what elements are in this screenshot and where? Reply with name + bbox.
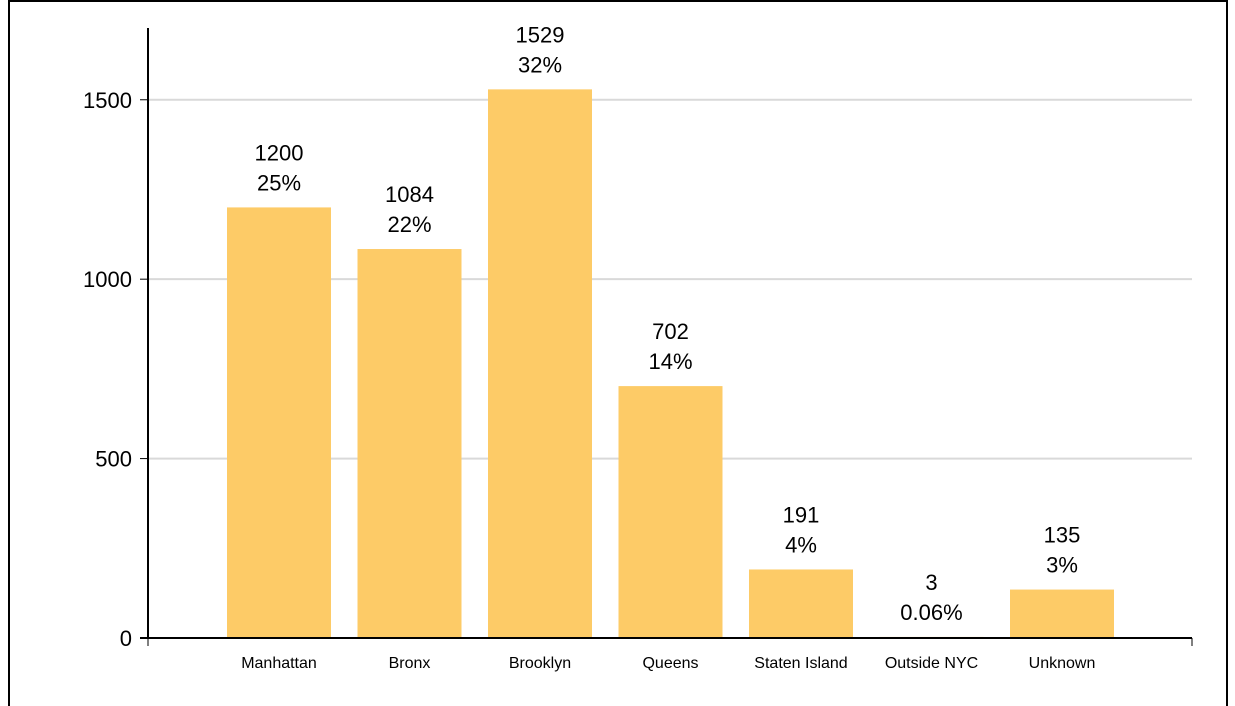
data-label-value: 191	[783, 502, 820, 527]
data-label-percent: 25%	[257, 170, 301, 195]
data-label-percent: 22%	[387, 212, 431, 237]
x-tick-label: Outside NYC	[885, 655, 978, 672]
x-tick-label: Brooklyn	[509, 655, 571, 672]
bar-unknown	[1010, 589, 1114, 638]
x-tick-label: Queens	[642, 655, 698, 672]
data-labels: 1200 25% 1084 22% 1529 32% 702 14% 191 4% 3 0.06% 13…	[255, 22, 1081, 625]
data-label-percent: 4%	[785, 532, 817, 557]
bar-staten-island	[749, 569, 853, 638]
data-label-value: 1084	[385, 182, 434, 207]
x-tick-labels: Manhattan Bronx Brooklyn Queens Staten Islan…	[241, 655, 1095, 672]
x-tick-label: Bronx	[389, 655, 431, 672]
y-tick-label: 1500	[83, 88, 132, 113]
data-label-value: 702	[652, 319, 689, 344]
data-label-value: 1200	[255, 140, 304, 165]
bar-queens	[618, 386, 723, 638]
y-tick-label: 500	[95, 447, 132, 472]
y-tick-labels: 0 500 1000 1500	[83, 88, 148, 651]
data-label-percent: 14%	[648, 349, 692, 374]
data-label-value: 135	[1044, 523, 1081, 548]
axes	[140, 28, 1193, 646]
x-tick-label: Unknown	[1029, 655, 1096, 672]
y-tick-label: 0	[120, 626, 132, 651]
chart-frame	[8, 0, 1228, 706]
bar-bronx	[357, 249, 462, 639]
data-label-value: 3	[925, 570, 937, 595]
data-label-percent: 32%	[518, 52, 562, 77]
bar-manhattan	[227, 207, 331, 639]
bar-brooklyn	[488, 89, 592, 638]
data-label-percent: 3%	[1046, 553, 1078, 578]
data-label-percent: 0.06%	[900, 600, 962, 625]
y-tick-label: 1000	[83, 267, 132, 292]
x-tick-label: Staten Island	[754, 655, 847, 672]
bars	[227, 89, 1114, 639]
data-label-value: 1529	[516, 22, 565, 47]
x-tick-label: Manhattan	[241, 655, 317, 672]
